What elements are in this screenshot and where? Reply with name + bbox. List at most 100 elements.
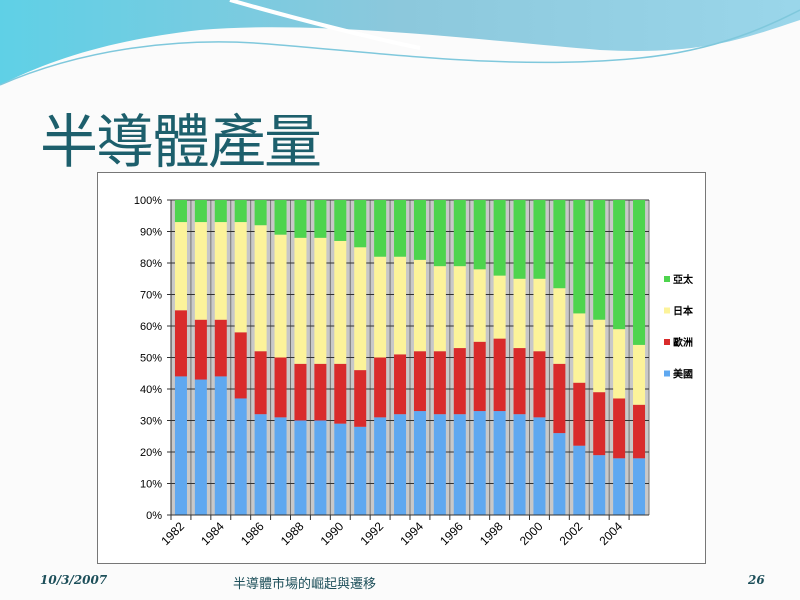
bar-segment-1986 [254, 414, 267, 515]
bar-segment-1986 [254, 200, 267, 226]
bar-segment-1987 [274, 200, 287, 235]
legend-label: 歐洲 [673, 336, 693, 349]
bar-segment-1995 [433, 266, 446, 352]
y-tick-label: 60% [140, 321, 162, 333]
x-tick-label: 2002 [557, 519, 586, 548]
bar-segment-2001 [553, 433, 566, 515]
x-tick-label: 1988 [278, 519, 307, 548]
y-tick-label: 40% [140, 384, 162, 396]
bar-segment-2004 [613, 398, 626, 459]
bar-segment-1985 [234, 332, 247, 399]
legend-swatch [664, 339, 670, 345]
bar-segment-1992 [374, 256, 387, 358]
bar-segment-1988 [294, 237, 307, 364]
stacked-bar-chart: 0% 10% 20% 30% 40% 50% 60% 70% 80% 90% 100% 1982 198… [134, 195, 694, 548]
x-tick-label: 1982 [158, 519, 187, 548]
bar-segment-1988 [294, 420, 307, 515]
y-tick-label: 20% [140, 447, 162, 459]
bar-segment-2004 [613, 200, 626, 330]
bar-segment-1986 [254, 225, 267, 352]
bar-segment-1999 [513, 414, 526, 515]
y-tick-label: 10% [140, 479, 162, 491]
x-tick-label: 1994 [397, 519, 426, 548]
bar-segment-1984 [214, 222, 227, 320]
bar-segment-1992 [374, 200, 387, 257]
bar-segment-1991 [354, 370, 367, 427]
bar-segment-2002 [573, 382, 586, 446]
bar-segment-1983 [194, 379, 207, 515]
page-number: 26 [748, 573, 765, 587]
x-tick-label: 1986 [238, 519, 267, 548]
bar-segment-1999 [513, 348, 526, 415]
bar-segment-1999 [513, 200, 526, 279]
bar-segment-1996 [453, 348, 466, 415]
slide-title: 半導體產量 [40, 108, 322, 176]
bar-segment-1982 [174, 376, 187, 515]
bar-segment-2002 [573, 445, 586, 515]
footer-subtitle: 半導體市場的崛起與遷移 [233, 576, 377, 591]
bar-segment-1994 [413, 411, 426, 515]
bar-segment-1996 [453, 414, 466, 515]
bar-segment-1993 [394, 256, 407, 355]
bar-segment-1989 [314, 237, 327, 364]
bar-segment-1997 [473, 269, 486, 342]
bar-segment-1983 [194, 222, 207, 320]
bar-segment-1998 [493, 411, 506, 515]
y-tick-label: 90% [140, 227, 162, 239]
x-tick-label: 1998 [477, 519, 506, 548]
bar-segment-1992 [374, 417, 387, 515]
legend-label: 美國 [673, 368, 693, 381]
bar-segment-1991 [354, 426, 367, 515]
bar-segment-1998 [493, 200, 506, 276]
bar-segment-1996 [453, 266, 466, 349]
bar-segment-2004 [613, 458, 626, 515]
y-tick-label: 30% [140, 416, 162, 428]
bar-segment-1997 [473, 200, 486, 270]
bar-segment-1990 [334, 423, 347, 515]
bar-segment-1997 [473, 341, 486, 412]
bar-segment-2000 [533, 417, 546, 515]
bar-segment-1985 [234, 222, 247, 333]
bar-segment-2005 [633, 344, 646, 405]
y-tick-label: 50% [140, 353, 162, 365]
bar-segment-1995 [433, 200, 446, 267]
bar-segment-1989 [314, 363, 327, 421]
bar-segment-1988 [294, 363, 307, 421]
bar-segment-1994 [413, 200, 426, 260]
bar-segment-2005 [633, 200, 646, 345]
legend-label: 亞太 [673, 273, 694, 286]
x-tick-label: 2000 [517, 519, 546, 548]
bar-segment-1993 [394, 414, 407, 515]
x-tick-label: 1996 [437, 519, 466, 548]
bar-segment-2004 [613, 329, 626, 399]
x-tick-label: 1992 [357, 519, 386, 548]
bar-segment-1998 [493, 275, 506, 339]
bar-segment-1987 [274, 357, 287, 418]
bar-segment-1995 [433, 351, 446, 415]
bar-segment-1996 [453, 200, 466, 267]
bar-segment-1983 [194, 319, 207, 380]
bar-segment-1999 [513, 278, 526, 349]
bar-segment-2003 [593, 392, 606, 456]
bar-segment-1994 [413, 351, 426, 412]
bar-segment-1982 [174, 310, 187, 377]
x-tick-label: 2004 [596, 519, 625, 548]
bar-segment-1984 [214, 319, 227, 377]
bar-segment-1990 [334, 363, 347, 424]
chart-container: 0% 10% 20% 30% 40% 50% 60% 70% 80% 90% 100% 1982 198… [97, 172, 706, 564]
bar-segment-1990 [334, 200, 347, 241]
y-tick-label: 0% [146, 510, 162, 522]
bar-segment-1983 [194, 200, 207, 223]
bar-segment-1992 [374, 357, 387, 418]
x-tick-label: 1984 [198, 519, 227, 548]
bar-segment-2001 [553, 363, 566, 434]
y-tick-label: 80% [140, 258, 162, 270]
bar-segment-1991 [354, 200, 367, 248]
bar-segment-1989 [314, 200, 327, 238]
legend-label: 日本 [673, 305, 694, 318]
bar-segment-2000 [533, 351, 546, 418]
bar-segment-1993 [394, 354, 407, 415]
bar-segment-2001 [553, 288, 566, 364]
bar-segment-1984 [214, 200, 227, 223]
bar-segment-2000 [533, 278, 546, 352]
